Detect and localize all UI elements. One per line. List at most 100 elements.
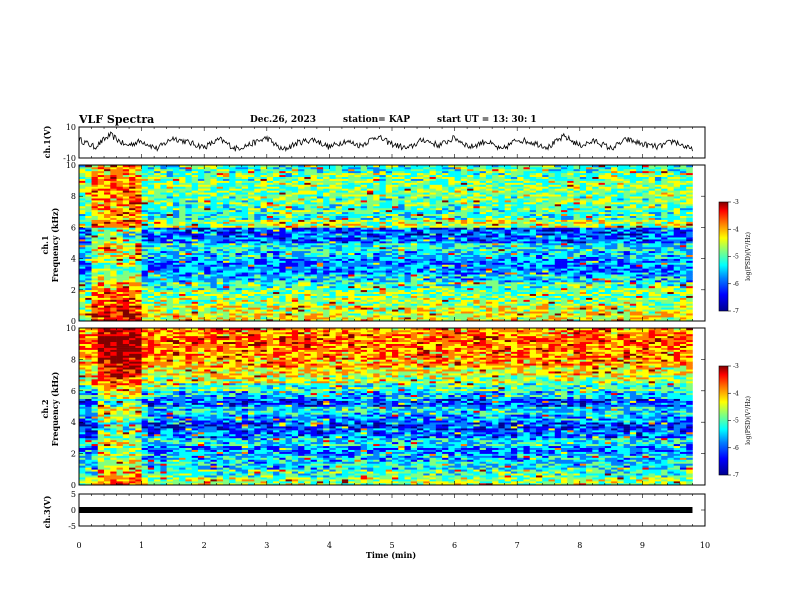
spec1-cell [298,285,305,289]
spec1-cell [197,264,205,267]
spec1-cell [348,250,355,254]
spec1-cell [135,274,142,277]
spec1-cell [661,262,668,265]
spec1-cell [241,260,249,263]
spec1-cell [104,243,111,246]
spec1-cell [442,237,449,240]
spec1-cell [85,282,92,285]
spec1-cell [110,225,117,228]
spec1-cell [266,248,274,252]
spec1-cell [129,276,136,279]
spec1-cell [191,313,199,316]
spec1-cell [554,266,562,269]
spec1-cell [498,229,505,232]
spec1-cell [561,289,568,293]
spec1-cell [79,239,86,242]
spec1-cell [460,225,468,228]
spec1-cell [661,246,668,250]
spec1-cell [629,250,637,254]
spec1-cell [273,317,280,320]
spec1-cell [354,315,361,318]
spec1-cell [667,274,674,277]
spec1-cell [135,299,142,302]
spec1-cell [329,280,336,283]
spec1-cell [623,229,631,232]
spec1-cell [673,231,681,234]
spec1-cell [204,280,211,283]
spec1-cell [573,305,581,308]
spec1-cell [648,243,656,246]
spec1-cell [592,248,599,252]
spec1-cell [291,264,299,267]
spec1-cell [135,241,142,244]
spec1-cell [197,303,205,306]
spec1-cell [141,291,149,294]
spec1-cell [473,250,480,254]
spec1-cell [629,311,637,314]
spec1-cell [467,301,474,304]
spec1-cell [316,254,324,257]
spec1-cell [454,239,462,242]
spec1-cell [79,299,86,302]
spec1-cell [442,313,449,316]
spec1-cell [304,272,311,275]
spec1-cell [291,282,299,285]
spec1-cell [554,280,562,283]
spec1-cell [279,309,286,312]
spec1-cell [523,295,531,298]
spec1-cell [454,258,462,261]
spec1-cell [442,276,449,279]
spec1-cell [204,246,211,250]
spec1-cell [535,291,543,294]
spec1-cell [273,258,280,261]
spec1-cell [679,303,687,306]
spec1-cell [454,309,462,312]
spec1-cell [448,264,455,267]
spec1-cell [410,283,418,287]
spec1-cell [598,278,606,281]
spec1-cell [417,258,424,261]
spec1-cell [485,311,493,314]
spec1-cell [154,283,161,287]
spec1-cell [504,295,512,298]
spec1-cell [686,278,693,281]
spec1-cell [410,285,418,289]
spec1-cell [216,309,224,312]
spec1-cell [235,225,243,228]
spec1-cell [542,311,549,314]
spec1-cell [542,229,549,232]
spec1-cell [542,305,549,308]
spec1-cell [592,244,599,248]
spec1-cell [510,283,518,287]
spec1-cell [279,231,286,234]
spec1-cell [97,258,105,261]
spec1-cell [654,305,662,308]
spec1-cell [554,299,562,302]
spec1-cell [567,305,574,308]
spec1-cell [467,225,474,228]
spec1-cell [617,303,624,306]
spec1-cell [122,227,130,230]
spec1-cell [598,274,606,277]
spec1-cell [310,295,318,298]
spec1-cell [636,231,643,234]
spec1-cell [235,301,243,304]
spec1-cell [648,229,656,232]
spec1-cell [485,289,493,293]
spec1-cell [479,243,487,246]
spec1-cell [460,287,468,291]
spec1-cell [204,235,211,238]
spec1-cell [248,225,255,228]
spec1-cell [97,305,105,308]
spec1-cell [285,315,293,318]
spec1-cell [104,299,111,302]
spec1-cell [341,260,349,263]
spec1-cell [642,241,649,244]
spec1-cell [642,260,649,263]
spec1-cell [629,301,637,304]
spec1-cell [598,266,606,269]
spec1-cell [273,319,280,322]
spec1-cell [379,270,387,273]
spec1-cell [385,301,393,304]
spec1-cell [154,250,161,254]
